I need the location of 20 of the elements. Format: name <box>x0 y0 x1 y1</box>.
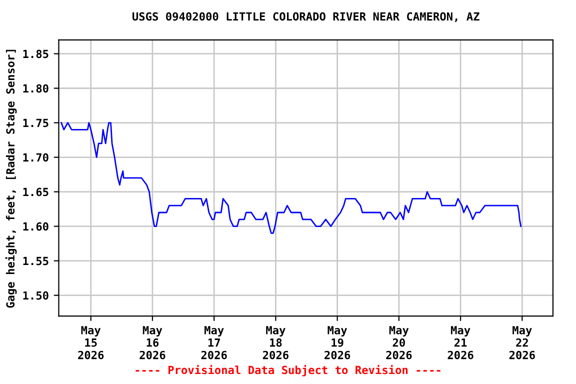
line-series <box>60 122 522 234</box>
y-tick-label: 1.60 <box>23 222 48 231</box>
y-tick-label: 1.80 <box>23 84 48 93</box>
y-axis-title: Gage height, feet, [Radar Stage Sensor] <box>5 50 17 308</box>
chart-title: USGS 09402000 LITTLE COLORADO RIVER NEAR CAMERON, AZ <box>132 12 480 22</box>
y-tick-label: 1.50 <box>23 291 48 300</box>
text: ---- Provisional Data Subject to Revision ---- <box>136 364 440 376</box>
x-tick-label: May 21 2026 <box>448 326 474 360</box>
x-tick-label: May 22 2026 <box>509 326 535 360</box>
x-tick-label: May 19 2026 <box>324 326 350 360</box>
x-tick-label: May 17 2026 <box>201 326 227 360</box>
x-tick-label: May 15 2026 <box>78 326 104 360</box>
y-tick-label: 1.65 <box>23 188 48 196</box>
y-tick-label: 1.75 <box>23 118 48 128</box>
y-tick-label: 1.85 <box>23 50 48 58</box>
y-tick-label: 1.55 <box>23 256 48 266</box>
x-tick-label: May 18 2026 <box>262 326 288 360</box>
x-tick-label: May 16 2026 <box>140 326 166 360</box>
x-tick-label: May 20 2026 <box>386 326 412 360</box>
y-tick-label: 1.70 <box>23 153 48 162</box>
